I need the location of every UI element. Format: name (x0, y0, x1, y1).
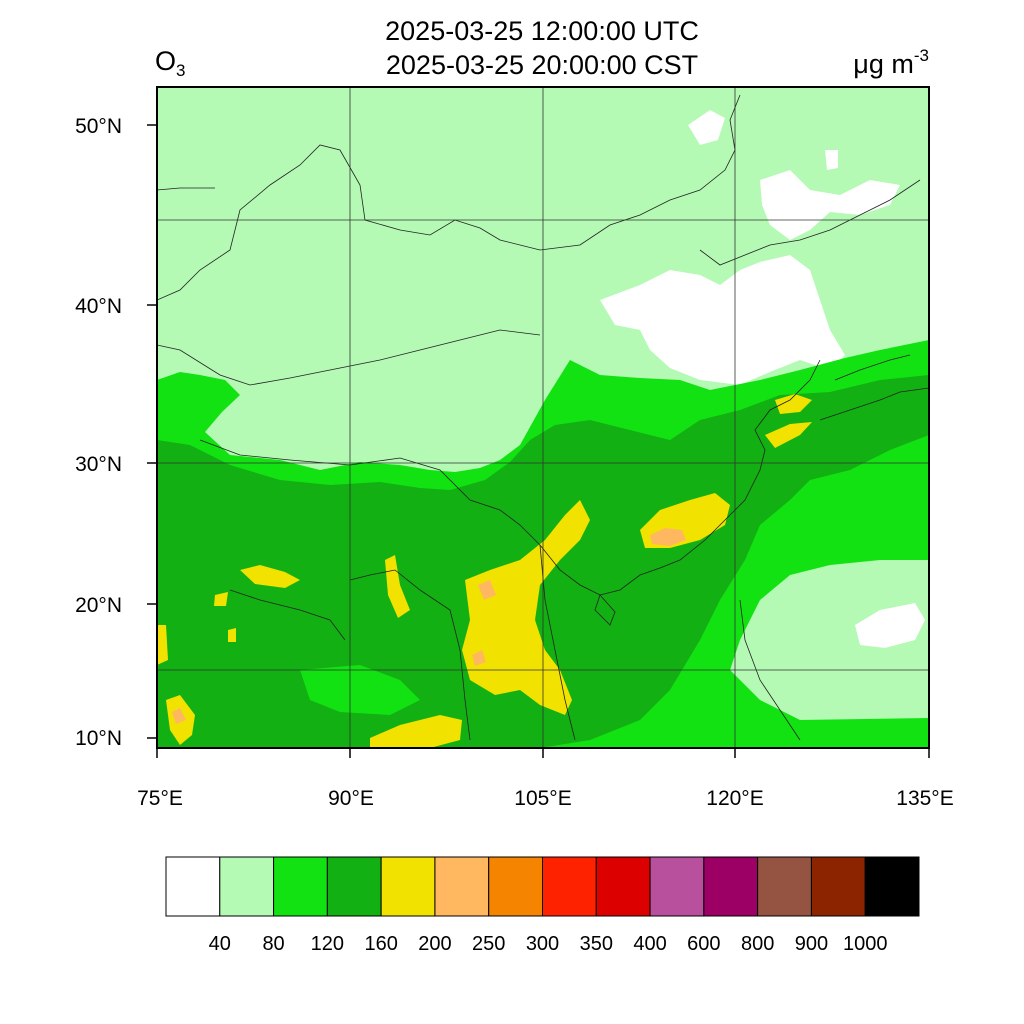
variable-subscript: 3 (176, 61, 186, 80)
colorbar-box-2 (273, 856, 328, 917)
colorbar-box-6 (488, 856, 544, 917)
colorbar (165, 856, 920, 917)
title-cst: 2025-03-25 20:00:00 CST (385, 50, 699, 80)
axis-ticks (147, 124, 930, 758)
field-120-160-inner-2 (860, 510, 929, 560)
colorbar-label-600: 600 (687, 933, 720, 955)
colorbar-label-160: 160 (364, 933, 397, 955)
lat-tick-30: 30°N (75, 453, 122, 476)
unit-text: μg m (853, 49, 914, 79)
field-120-160-inner (300, 665, 420, 715)
lon-tick-105: 105°E (514, 787, 571, 810)
title-utc: 2025-03-25 12:00:00 UTC (385, 16, 699, 46)
colorbar-label-1000: 1000 (843, 933, 888, 955)
colorbar-box-0 (165, 856, 221, 917)
colorbar-box-4 (380, 856, 436, 917)
colorbar-label-80: 80 (262, 933, 284, 955)
colorbar-label-300: 300 (526, 933, 559, 955)
variable-name: O (155, 46, 177, 76)
unit-superscript: -3 (913, 46, 929, 65)
colorbar-label-800: 800 (741, 933, 774, 955)
colorbar-box-9 (649, 856, 705, 917)
field-200-250 (157, 394, 812, 748)
colorbar-label-120: 120 (311, 933, 344, 955)
colorbar-label-40: 40 (209, 933, 231, 955)
colorbar-box-12 (810, 856, 866, 917)
variable-label: O3 (155, 46, 185, 81)
colorbar-box-7 (542, 856, 597, 917)
colorbar-label-400: 400 (633, 933, 666, 955)
colorbar-box-5 (434, 856, 490, 917)
unit-label: μg m-3 (853, 46, 929, 80)
lat-tick-20: 20°N (75, 594, 122, 617)
colorbar-box-3 (326, 856, 382, 917)
boundaries (157, 94, 929, 741)
colorbar-box-11 (757, 856, 812, 917)
colorbar-label-200: 200 (418, 933, 451, 955)
colorbar-labels: 40 80 120 160 200 250 300 350 400 600 800 900 1000 (209, 933, 888, 955)
lon-tick-135: 135°E (896, 787, 953, 810)
lat-tick-50: 50°N (75, 115, 122, 138)
colorbar-label-250: 250 (472, 933, 505, 955)
lon-tick-90: 90°E (328, 787, 374, 810)
colorbar-box-1 (219, 856, 275, 917)
colorbar-box-8 (595, 856, 651, 917)
colorbar-box-13 (864, 856, 920, 917)
colorbar-label-350: 350 (580, 933, 613, 955)
lat-tick-10: 10°N (75, 727, 122, 750)
lon-tick-120: 120°E (706, 787, 763, 810)
lat-tick-40: 40°N (75, 295, 122, 318)
gridlines (157, 87, 929, 748)
colorbar-box-10 (703, 856, 759, 917)
field-250-300 (172, 528, 686, 724)
lon-tick-75: 75°E (137, 787, 183, 810)
colorbar-label-900: 900 (795, 933, 828, 955)
